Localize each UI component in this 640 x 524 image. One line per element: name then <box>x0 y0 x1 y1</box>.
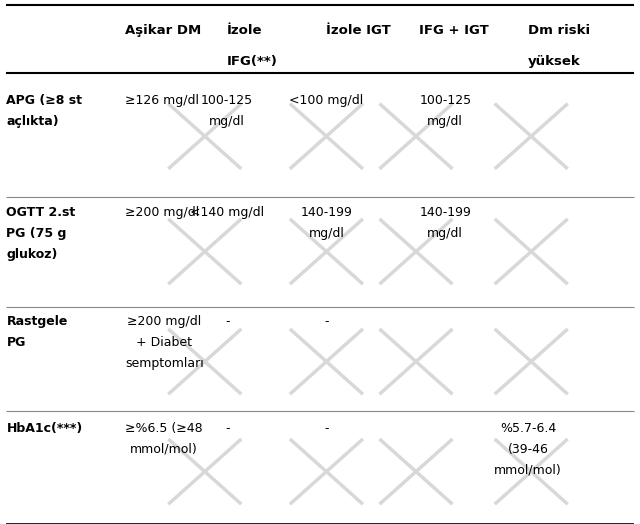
Text: 140-199
mg/dl: 140-199 mg/dl <box>419 206 471 240</box>
Text: -: - <box>324 315 329 329</box>
Text: Aşikar DM: Aşikar DM <box>125 24 201 37</box>
Text: IFG(**): IFG(**) <box>227 55 278 68</box>
Text: ≥126 mg/dl: ≥126 mg/dl <box>125 94 199 107</box>
Text: -: - <box>225 315 230 329</box>
Text: %5.7-6.4
(39-46
mmol/mol): %5.7-6.4 (39-46 mmol/mol) <box>494 422 562 477</box>
Text: 100-125
mg/dl: 100-125 mg/dl <box>419 94 471 128</box>
Text: ≥200 mg/dl: ≥200 mg/dl <box>125 206 199 219</box>
Text: 100-125
mg/dl: 100-125 mg/dl <box>201 94 253 128</box>
Text: İzole: İzole <box>227 24 262 37</box>
Text: APG (≥8 st
açlıkta): APG (≥8 st açlıkta) <box>6 94 83 128</box>
Text: HbA1c(***): HbA1c(***) <box>6 422 83 435</box>
Text: Dm riski: Dm riski <box>528 24 590 37</box>
Text: 140-199
mg/dl: 140-199 mg/dl <box>300 206 353 240</box>
Text: ≥%6.5 (≥48
mmol/mol): ≥%6.5 (≥48 mmol/mol) <box>125 422 202 456</box>
Text: <100 mg/dl: <100 mg/dl <box>289 94 364 107</box>
Text: İzole IGT: İzole IGT <box>326 24 391 37</box>
Text: yüksek: yüksek <box>528 55 580 68</box>
Text: ≥200 mg/dl
+ Diabet
semptomları: ≥200 mg/dl + Diabet semptomları <box>125 315 204 370</box>
Text: -: - <box>225 422 230 435</box>
Text: <140 mg/dl: <140 mg/dl <box>190 206 264 219</box>
Text: IFG + IGT: IFG + IGT <box>419 24 489 37</box>
Text: -: - <box>324 422 329 435</box>
Text: OGTT 2.st
PG (75 g
glukoz): OGTT 2.st PG (75 g glukoz) <box>6 206 76 261</box>
Text: Rastgele
PG: Rastgele PG <box>6 315 68 350</box>
